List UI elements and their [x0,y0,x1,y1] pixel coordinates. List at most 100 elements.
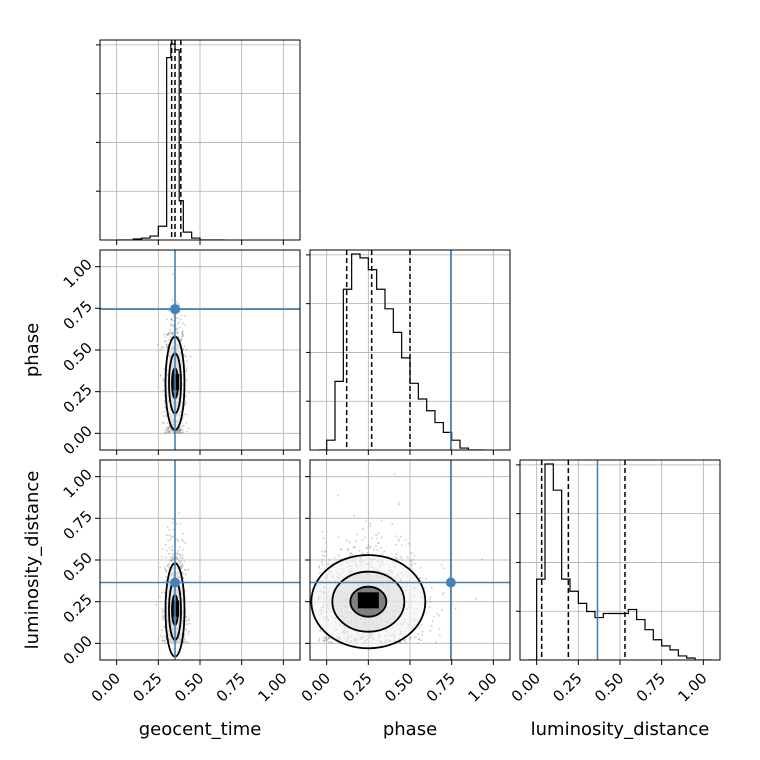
scatter-point [326,639,329,642]
scatter-point [179,429,182,432]
scatter-point [474,598,477,600]
scatter-point [188,642,190,644]
scatter-point [369,525,372,528]
scatter-point [185,395,188,398]
scatter-point [159,566,161,569]
scatter-point [168,534,171,537]
scatter-point [170,549,173,552]
scatter-point [169,429,172,431]
scatter-point [181,571,184,574]
scatter-point [170,323,173,325]
scatter-point [321,550,323,553]
scatter-point [425,577,428,580]
scatter-point [166,346,169,348]
scatter-point [172,558,175,561]
panel-content [100,250,300,450]
scatter-point [156,343,159,346]
scatter-point [182,431,185,434]
x-tick-label: 1.00 [674,669,710,705]
scatter-point [182,540,185,543]
scatter-point [168,338,171,341]
scatter-point [434,641,437,643]
scatter-point [418,637,421,640]
scatter-point [348,554,351,557]
scatter-point [383,550,386,553]
scatter-point [176,327,179,330]
scatter-point [168,566,170,569]
scatter-point [415,635,418,638]
scatter-point [350,552,353,555]
scatter-point [171,556,174,559]
scatter-point [182,532,185,535]
scatter-point [429,630,432,632]
density-peak [173,600,180,617]
scatter-point [172,535,174,538]
scatter-point [169,431,172,434]
scatter-point [179,565,182,568]
scatter-point [163,635,166,637]
scatter-point [400,544,403,547]
panel-content [100,460,300,660]
scatter-point [182,576,185,579]
scatter-point [181,572,184,575]
scatter-point [182,322,184,325]
x-tick-label: 0.25 [129,669,165,705]
scatter-point [323,537,325,540]
scatter-point [168,427,170,430]
scatter-point [185,620,188,623]
scatter-point [159,634,162,637]
scatter-point [405,641,407,644]
scatter-point [181,333,184,336]
scatter-point [179,318,182,321]
scatter-point [339,548,342,551]
scatter-point [318,565,320,568]
scatter-point [168,430,171,433]
scatter-point [409,636,412,639]
scatter-point [163,410,166,413]
scatter-point [178,430,181,433]
scatter-point [165,343,167,345]
scatter-point [164,567,166,570]
scatter-point [377,542,380,545]
scatter-point [160,412,163,415]
scatter-point [186,379,188,382]
scatter-point [353,514,355,517]
scatter-point [177,540,180,543]
scatter-point [367,544,370,547]
scatter-point [178,512,181,514]
scatter-point [165,340,168,342]
scatter-point [181,330,183,333]
scatter-point [164,543,167,546]
scatter-point [179,429,182,432]
scatter-point [165,576,168,578]
scatter-point [179,429,182,432]
scatter-point [166,345,169,348]
scatter-point [398,501,400,504]
scatter-point [179,562,182,565]
scatter-point [187,568,190,571]
scatter-point [164,428,166,431]
scatter-point [380,536,383,539]
scatter-point [179,428,182,431]
scatter-point [377,532,380,535]
scatter-point [179,554,182,557]
scatter-point [181,428,184,431]
scatter-point [182,334,185,337]
scatter-point [170,536,173,538]
scatter-point [162,379,165,382]
scatter-point [187,641,189,644]
scatter-point [171,332,174,335]
scatter-point [184,314,187,317]
scatter-point [164,431,167,434]
scatter-point [380,546,383,549]
scatter-point [176,430,179,432]
scatter-point [187,427,190,430]
scatter-point [163,368,166,370]
scatter-point [177,429,180,432]
scatter-point [165,344,168,347]
scatter-point [166,534,168,537]
scatter-point [419,639,422,642]
scatter-point [178,429,181,431]
scatter-point [364,536,367,539]
